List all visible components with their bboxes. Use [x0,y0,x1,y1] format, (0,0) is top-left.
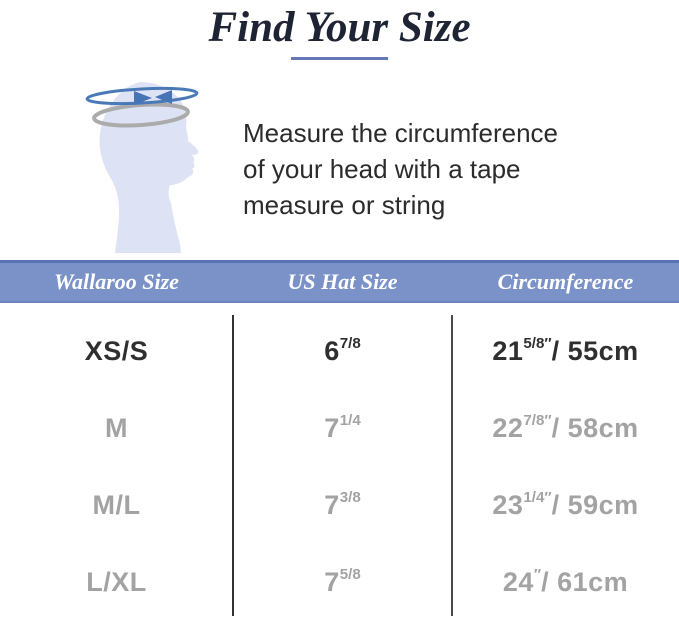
measure-instruction: Measure the circumference of your head w… [243,115,588,223]
column-divider [451,315,453,616]
hat-size-number: 7 [324,567,340,597]
arrow-right-icon [134,91,152,105]
hat-size-number: 7 [324,490,340,520]
cell-us-hat-size: 6 7/8 [233,313,452,390]
column-divider [232,315,234,616]
cell-wallaroo-size: M [105,413,128,443]
size-table-body: XS/S 6 7/8 21 5/8″ / 55cm M 7 1/4 22 7/8″ / … [0,303,679,621]
hat-size-fraction: 7/8 [339,335,361,353]
circumference-metric: / 55cm [551,336,639,366]
title-underline [291,57,388,60]
header-circumference: Circumference [497,269,634,294]
hat-size-fraction: 3/8 [339,489,361,507]
hat-size-number: 6 [324,336,340,366]
cell-wallaroo-size: M/L [92,490,141,520]
cell-us-hat-size: 7 3/8 [233,467,452,544]
head-measure-illustration [68,78,238,253]
circumference-number: 21 [492,336,524,366]
circumference-number: 23 [492,490,524,520]
hat-size-fraction: 1/4 [339,412,361,430]
cell-circumference: 24 ″ / 61cm [452,544,679,621]
instruction-line: Measure the circumference [243,118,559,148]
cell-wallaroo-size: XS/S [84,336,149,366]
tape-measure-ellipse [92,102,190,128]
hat-size-fraction: 5/8 [339,566,361,584]
cell-circumference: 21 5/8″ / 55cm [452,313,679,390]
hat-size-number: 7 [324,413,340,443]
circumference-metric: / 61cm [541,567,629,597]
page-title: Find Your Size [208,4,471,51]
instruction-line: of your head with a tape [243,154,521,184]
header-us-hat-size: US Hat Size [287,269,398,294]
head-profile-icon [85,82,199,253]
header-wallaroo-size: Wallaroo Size [54,269,179,294]
circumference-number: 22 [492,413,524,443]
instruction-line: measure or string [243,190,446,220]
cell-wallaroo-size: L/XL [86,567,147,597]
circumference-fraction: 1/4″ [523,489,552,507]
cell-us-hat-size: 7 1/4 [233,390,452,467]
circumference-fraction: 7/8″ [523,412,552,430]
size-table-header: Wallaroo Size US Hat Size Circumference [0,260,679,303]
arrow-left-icon [155,90,172,104]
circumference-fraction: ″ [533,566,542,584]
cell-circumference: 22 7/8″ / 58cm [452,390,679,467]
circumference-number: 24 [502,567,534,597]
cell-circumference: 23 1/4″ / 59cm [452,467,679,544]
circumference-metric: / 59cm [551,490,639,520]
circumference-fraction: 5/8″ [523,335,552,353]
circumference-metric: / 58cm [551,413,639,443]
cell-us-hat-size: 7 5/8 [233,544,452,621]
measure-direction-loop [85,86,199,106]
